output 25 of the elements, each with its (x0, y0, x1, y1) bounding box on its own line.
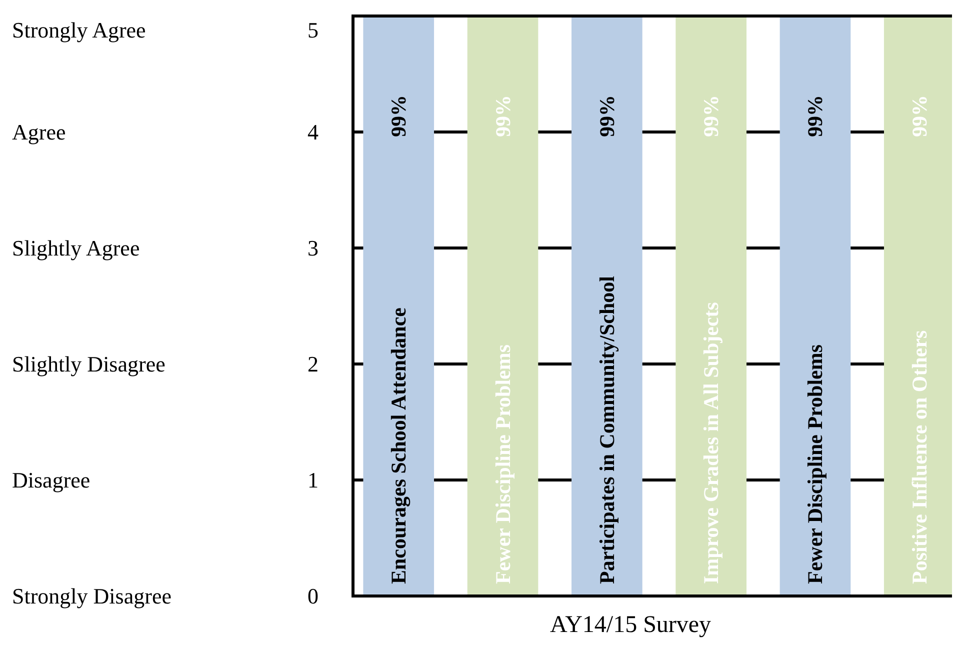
y-tick-label: 0 (308, 584, 318, 609)
annotation: 99% (490, 95, 515, 137)
text: Agree (12, 120, 66, 145)
y-tick-label: 2 (308, 352, 318, 377)
x-tick-label: Positive Influence on Others (907, 330, 932, 584)
text: Slightly Agree (12, 236, 140, 261)
x-tick-label: Participates in Community/School (594, 276, 619, 584)
y-tick-label: 1 (308, 468, 318, 493)
annotation: 99% (386, 95, 411, 137)
y-tick-label: 3 (308, 236, 318, 261)
y-tick-label: 5 (308, 18, 318, 43)
annotation: 99% (907, 95, 932, 137)
x-tick-label: Improve Grades in All Subjects (699, 302, 724, 584)
x-axis-title: AY14/15 Survey (550, 612, 712, 638)
x-tick-label: Fewer Discipline Problems (490, 344, 515, 584)
text: Strongly Agree (12, 18, 146, 43)
text: Disagree (12, 468, 90, 493)
annotation: 99% (594, 95, 619, 137)
x-tick-label: Encourages School Attendance (386, 307, 411, 584)
text: Strongly Disagree (12, 584, 172, 609)
y-tick-label: 4 (308, 120, 318, 145)
text: Slightly Disagree (12, 352, 166, 377)
annotation: 99% (803, 95, 828, 137)
annotation: 99% (699, 95, 724, 137)
x-tick-label: Fewer Discipline Problems (803, 344, 828, 584)
